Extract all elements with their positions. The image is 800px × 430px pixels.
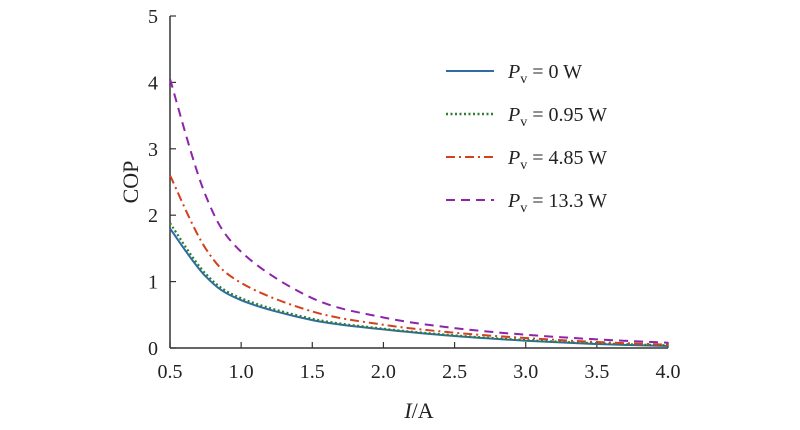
legend-subscript: v [520, 158, 527, 173]
legend-symbol: P [507, 190, 520, 212]
x-axis-title-unit: /A [412, 398, 434, 423]
series-line-3 [169, 174, 669, 346]
legend-label-1: Pv = 0 W [507, 61, 582, 87]
legend-label-3: Pv = 4.85 W [507, 147, 607, 173]
legend: Pv = 0 WPv = 0.95 WPv = 4.85 WPv = 13.3 … [446, 61, 607, 216]
series-line-1 [169, 227, 669, 348]
series-line-2 [169, 222, 669, 347]
x-axis-title-variable: I [403, 398, 413, 423]
x-tick-label: 1.0 [229, 361, 254, 383]
legend-value: = 0.95 W [527, 104, 607, 126]
series-layer [169, 78, 669, 348]
legend-value: = 4.85 W [527, 147, 607, 169]
y-tick-label: 4 [148, 72, 158, 94]
x-tick-label: 0.5 [158, 361, 183, 383]
legend-subscript: v [520, 115, 527, 130]
y-tick-label: 3 [148, 139, 158, 161]
y-axis-title: COP [118, 161, 143, 204]
legend-subscript: v [520, 201, 527, 216]
y-tick-label: 2 [148, 205, 158, 227]
legend-value: = 0 W [527, 61, 582, 83]
legend-symbol: P [507, 61, 520, 83]
y-tick-label: 0 [148, 338, 158, 360]
y-tick-label: 5 [148, 6, 158, 28]
x-tick-label: 4.0 [656, 361, 681, 383]
x-tick-label: 1.5 [300, 361, 325, 383]
x-tick-label: 2.0 [371, 361, 396, 383]
legend-label-2: Pv = 0.95 W [507, 104, 607, 130]
series-line-4 [169, 78, 669, 344]
legend-symbol: P [507, 104, 520, 126]
legend-value: = 13.3 W [527, 190, 607, 212]
x-axis-title: I/A [403, 398, 433, 423]
legend-label-4: Pv = 13.3 W [507, 190, 607, 216]
axes: 0.5 1.0 1.5 2.0 2.5 3.0 3.5 4.0 0 1 2 3 4 5 [148, 6, 681, 383]
x-tick-label: 3.0 [513, 361, 538, 383]
x-tick-label: 3.5 [584, 361, 609, 383]
y-tick-label: 1 [148, 272, 158, 294]
legend-symbol: P [507, 147, 520, 169]
x-tick-label: 2.5 [442, 361, 467, 383]
legend-subscript: v [520, 72, 527, 87]
